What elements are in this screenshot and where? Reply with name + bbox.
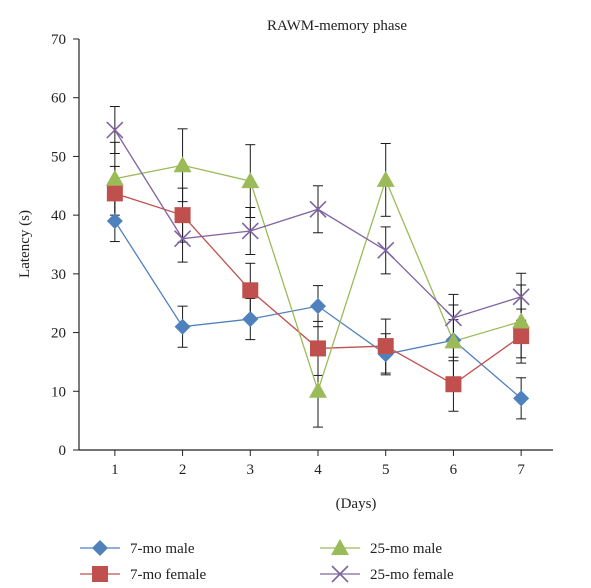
x-tick-label: 3 [247,462,255,478]
legend-label: 25-mo male [370,541,442,557]
data-point [310,340,326,357]
data-point [377,338,394,355]
legend-marker [92,566,108,582]
data-point [512,288,530,306]
y-tick-label: 30 [51,267,66,283]
data-point [173,156,192,173]
data-point [513,328,530,345]
y-tick-label: 0 [59,443,67,459]
data-point [242,282,259,299]
legend-item: 25-mo female [320,565,454,583]
y-tick-label: 40 [51,208,66,224]
data-point [445,376,462,393]
series-layer [105,106,531,428]
data-point [174,207,191,224]
data-point [513,390,530,407]
data-point [174,230,192,248]
data-point [376,170,395,187]
y-tick-label: 50 [51,149,66,165]
legend-marker [331,539,349,555]
data-point [174,318,191,335]
x-tick-label: 7 [517,462,525,478]
legend-item: 7-mo male [80,540,195,557]
data-point [309,200,327,218]
legend-label: 7-mo male [130,541,195,557]
data-point [309,381,327,398]
data-point [106,185,123,202]
y-tick-label: 60 [51,91,66,107]
data-point [106,121,124,139]
data-point [444,332,463,349]
data-point [512,312,531,329]
y-tick-label: 10 [51,384,66,400]
data-point [105,169,124,186]
legend-item: 7-mo female [80,566,207,583]
x-tick-label: 6 [450,462,458,478]
chart-title: RAWM-memory phase [267,18,407,34]
legend: 7-mo male 7-mo female 25-mo male 25-mo fema… [80,539,454,583]
x-axis-label: (Days) [336,496,377,512]
x-tick-label: 2 [179,462,187,478]
x-tick-label: 4 [314,462,322,478]
data-point [377,241,395,259]
axes: 0 10 20 30 40 50 60 70 1 2 3 4 5 6 7 [51,32,553,478]
legend-item: 25-mo male [320,539,442,557]
x-tick-label: 5 [382,462,390,478]
y-tick-label: 70 [51,32,66,48]
legend-marker [92,540,108,556]
data-point [444,309,462,327]
data-point [106,213,123,230]
legend-label: 25-mo female [370,567,454,583]
y-tick-label: 20 [51,326,66,342]
data-point [241,172,260,189]
data-point [310,298,326,315]
data-point [241,222,259,240]
legend-label: 7-mo female [130,567,207,583]
data-point [242,311,259,328]
x-tick-label: 1 [111,462,119,478]
legend-marker [331,565,349,583]
y-axis-label: Latency (s) [17,210,33,278]
